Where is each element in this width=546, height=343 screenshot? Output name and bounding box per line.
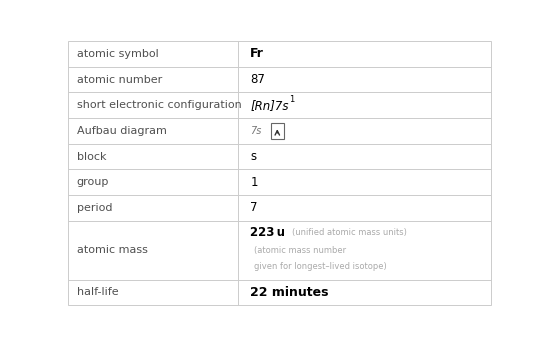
Text: Aufbau diagram: Aufbau diagram bbox=[76, 126, 167, 136]
Text: 7: 7 bbox=[250, 201, 258, 214]
Text: given for longest–lived isotope): given for longest–lived isotope) bbox=[254, 262, 387, 271]
Text: period: period bbox=[76, 203, 112, 213]
Text: Fr: Fr bbox=[250, 47, 264, 60]
Bar bbox=[270, 123, 284, 139]
Text: block: block bbox=[76, 152, 106, 162]
Text: atomic mass: atomic mass bbox=[76, 245, 147, 255]
Text: 1: 1 bbox=[250, 176, 258, 189]
Text: 223 u: 223 u bbox=[250, 226, 285, 239]
Text: atomic number: atomic number bbox=[76, 75, 162, 85]
Text: [Rn]7s: [Rn]7s bbox=[250, 99, 289, 112]
Text: 22 minutes: 22 minutes bbox=[250, 286, 329, 299]
Text: (atomic mass number: (atomic mass number bbox=[254, 246, 347, 255]
Text: (unified atomic mass units): (unified atomic mass units) bbox=[292, 228, 407, 237]
Text: 1: 1 bbox=[289, 95, 294, 104]
Text: half-life: half-life bbox=[76, 287, 118, 297]
Text: atomic symbol: atomic symbol bbox=[76, 49, 158, 59]
Text: short electronic configuration: short electronic configuration bbox=[76, 100, 241, 110]
Text: group: group bbox=[76, 177, 109, 187]
Text: 7s: 7s bbox=[250, 126, 262, 136]
Text: 87: 87 bbox=[250, 73, 265, 86]
Text: s: s bbox=[250, 150, 256, 163]
